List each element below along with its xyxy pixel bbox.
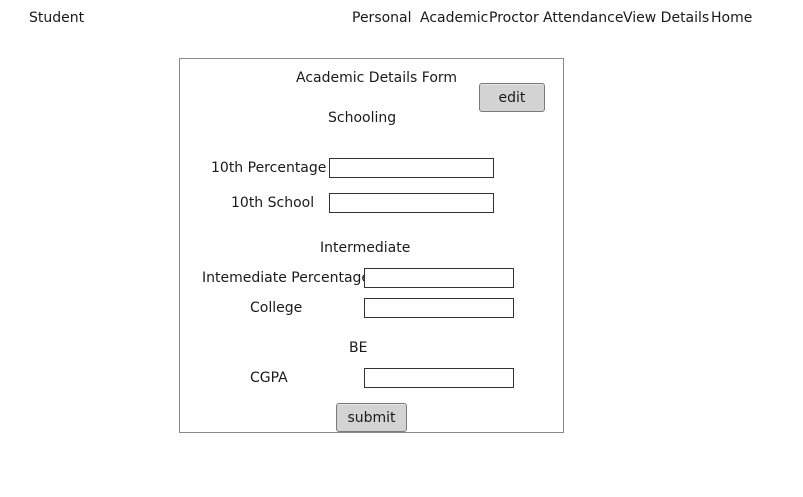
schooling-heading: Schooling xyxy=(328,110,397,126)
tenth-percentage-input[interactable] xyxy=(329,158,494,178)
edit-button[interactable]: edit xyxy=(479,83,545,112)
nav-academic[interactable]: Academic xyxy=(420,10,489,26)
nav-home[interactable]: Home xyxy=(711,10,753,26)
nav-view-details[interactable]: View Details xyxy=(623,10,710,26)
academic-details-form xyxy=(179,58,564,433)
form-title: Academic Details Form xyxy=(296,70,458,86)
intermediate-percentage-input[interactable] xyxy=(364,268,514,288)
cgpa-input[interactable] xyxy=(364,368,514,388)
submit-button[interactable]: submit xyxy=(336,403,407,432)
be-heading: BE xyxy=(349,340,368,356)
tenth-percentage-label: 10th Percentage xyxy=(211,160,327,176)
cgpa-label: CGPA xyxy=(250,370,288,386)
nav-attendance[interactable]: Attendance xyxy=(543,10,624,26)
intermediate-heading: Intermediate xyxy=(320,240,411,256)
tenth-school-label: 10th School xyxy=(231,195,315,211)
nav-personal[interactable]: Personal xyxy=(352,10,412,26)
brand-title: Student xyxy=(29,10,85,26)
college-input[interactable] xyxy=(364,298,514,318)
nav-proctor[interactable]: Proctor xyxy=(489,10,539,26)
intermediate-percentage-label: Intemediate Percentage xyxy=(202,270,371,286)
tenth-school-input[interactable] xyxy=(329,193,494,213)
college-label: College xyxy=(250,300,303,316)
